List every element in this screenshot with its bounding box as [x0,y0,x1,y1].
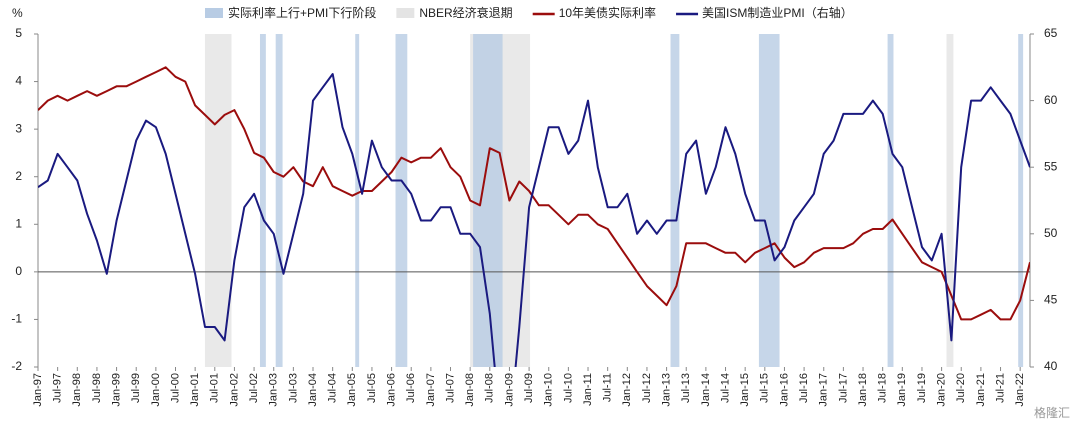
x-tick-label: Jul-97 [52,373,64,403]
x-tick-label: Jul-15 [759,373,771,403]
x-tick-label: Jan-04 [307,373,319,407]
shaded-period [204,34,232,367]
y2-tick-label: 65 [1044,26,1058,40]
x-tick-label: Jan-10 [543,373,555,407]
legend-swatch [205,8,223,18]
x-tick-label: Jul-10 [562,373,574,403]
shaded-period [758,34,780,367]
shaded-period [275,34,283,367]
watermark: 格隆汇 [1034,405,1070,420]
y-tick-label: 0 [15,264,22,278]
x-tick-label: Jul-09 [523,373,535,403]
y-tick-label: 1 [15,216,22,230]
series-line [38,73,1030,367]
x-tick-label: Jul-99 [130,373,142,403]
y-unit: % [12,6,23,20]
x-tick-label: Jul-04 [327,373,339,403]
x-tick-label: Jul-03 [287,373,299,403]
y-tick-label: 3 [15,121,22,135]
x-tick-label: Jan-11 [582,373,594,406]
x-tick-label: Jan-13 [661,373,673,407]
x-tick-label: Jul-14 [719,373,731,403]
x-tick-label: Jul-11 [602,373,614,402]
x-tick-label: Jan-09 [503,373,515,407]
x-tick-label: Jan-12 [621,373,633,407]
series-line [38,66,1030,321]
legend-label: NBER经济衰退期 [419,5,512,20]
x-tick-label: Jan-19 [896,373,908,407]
x-tick-label: Jul-17 [837,373,849,403]
x-tick-label: Jul-08 [484,373,496,403]
x-tick-label: Jul-21 [994,373,1006,403]
x-tick-label: Jul-19 [916,373,928,403]
x-tick-label: Jan-16 [778,373,790,407]
shaded-period [355,34,360,367]
x-tick-label: Jul-18 [877,373,889,403]
x-tick-label: Jan-22 [1014,373,1026,407]
y-tick-label: 4 [15,74,22,88]
x-tick-label: Jan-99 [110,373,122,407]
x-tick-label: Jan-18 [857,373,869,407]
x-tick-label: Jan-06 [385,373,397,407]
x-tick-label: Jan-07 [425,373,437,407]
x-tick-label: Jan-03 [268,373,280,407]
shaded-period [1018,34,1024,367]
x-tick-label: Jan-98 [71,373,83,407]
x-tick-label: Jan-97 [32,373,44,407]
shaded-period [670,34,680,367]
x-tick-label: Jan-20 [936,373,948,407]
x-tick-label: Jan-14 [700,373,712,407]
x-tick-label: Jan-02 [228,373,240,407]
x-tick-label: Jan-05 [346,373,358,407]
y-tick-label: 2 [15,169,22,183]
legend-label: 10年美债实际利率 [559,5,656,20]
shaded-period [946,34,954,367]
x-tick-label: Jul-02 [248,373,260,403]
x-tick-label: Jan-00 [150,373,162,407]
y2-tick-label: 55 [1044,159,1058,173]
x-tick-label: Jul-12 [641,373,653,403]
x-tick-label: Jan-01 [189,373,201,407]
x-tick-label: Jul-07 [444,373,456,403]
y2-tick-label: 40 [1044,359,1058,373]
x-tick-label: Jul-13 [680,373,692,403]
y2-tick-label: 45 [1044,293,1058,307]
shaded-period [887,34,894,367]
y-tick-label: 5 [15,26,22,40]
y-tick-label: -2 [11,359,22,373]
x-tick-label: Jul-01 [209,373,221,403]
x-tick-label: Jul-16 [798,373,810,403]
x-tick-label: Jul-00 [169,373,181,403]
x-tick-label: Jul-05 [366,373,378,403]
x-tick-label: Jan-21 [975,373,987,407]
legend-swatch [396,8,415,18]
legend-label: 美国ISM制造业PMI（右轴） [702,5,853,20]
x-tick-label: Jan-08 [464,373,476,407]
x-tick-label: Jul-06 [405,373,417,403]
x-tick-label: Jan-17 [818,373,830,407]
y-tick-label: -1 [11,312,22,326]
shaded-period [259,34,266,367]
x-tick-label: Jul-98 [91,373,103,403]
shaded-period [395,34,408,367]
y2-tick-label: 50 [1044,226,1058,240]
legend-label: 实际利率上行+PMI下行阶段 [228,5,376,20]
y2-tick-label: 60 [1044,93,1058,107]
x-tick-label: Jan-15 [739,373,751,407]
shaded-period [473,34,503,367]
x-tick-label: Jul-20 [955,373,967,403]
